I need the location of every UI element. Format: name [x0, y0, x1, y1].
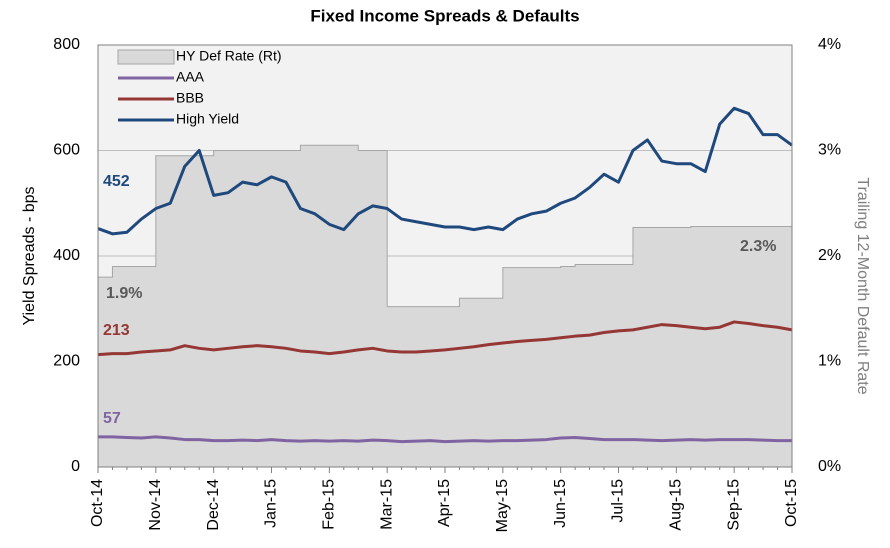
x-tick-label: Feb-15	[321, 479, 338, 530]
x-tick-label: Aug-15	[668, 479, 685, 531]
y2-tick-label: 1%	[818, 353, 841, 370]
legend-label: HY Def Rate (Rt)	[176, 48, 282, 64]
y2-tick-label: 4%	[818, 36, 841, 53]
x-tick-label: Dec-14	[205, 479, 222, 531]
area	[97, 144, 793, 468]
x-tick-label: Jul-15	[610, 479, 627, 523]
x-tick-label: Mar-15	[378, 479, 395, 530]
y-axis-label: Yield Spreads - bps	[21, 186, 38, 325]
x-tick-label: Oct-15	[783, 479, 800, 527]
line	[97, 106, 793, 236]
y2-tick-label: 3%	[818, 142, 841, 159]
x-tick-label: Nov-14	[147, 479, 164, 531]
x-tick-label: May-15	[494, 479, 511, 532]
x-tick-label: Sep-15	[725, 479, 742, 531]
x-tick-label: Oct-14	[89, 479, 106, 527]
annotation: 1.9%	[106, 285, 142, 302]
chart-title: Fixed Income Spreads & Defaults	[310, 6, 579, 25]
legend-swatch	[117, 49, 175, 65]
annotation: 57	[103, 410, 121, 427]
x-tick-label: Jan-15	[263, 479, 280, 528]
line	[97, 320, 793, 357]
annotation: 2.3%	[740, 238, 776, 255]
y-tick-label: 800	[53, 36, 80, 53]
annotation: 213	[103, 322, 130, 339]
y-tick-label: 0	[71, 458, 80, 475]
legend-label: BBB	[176, 90, 204, 106]
legend: HY Def Rate (Rt) AAA BBB High Yield	[117, 48, 282, 127]
legend-label: AAA	[176, 69, 205, 85]
x-tick-label: Apr-15	[436, 479, 453, 527]
annotation: 452	[103, 173, 130, 190]
y2-axis-label: Trailing 12-Month Default Rate	[854, 177, 871, 394]
y-tick-label: 600	[53, 142, 80, 159]
line	[98, 435, 792, 444]
legend-label: High Yield	[176, 111, 239, 127]
y2-tick-label: 2%	[818, 247, 841, 264]
y-tick-label: 200	[53, 353, 80, 370]
x-tick-label: Jun-15	[552, 479, 569, 528]
y-tick-label: 400	[53, 247, 80, 264]
y2-tick-label: 0%	[818, 458, 841, 475]
